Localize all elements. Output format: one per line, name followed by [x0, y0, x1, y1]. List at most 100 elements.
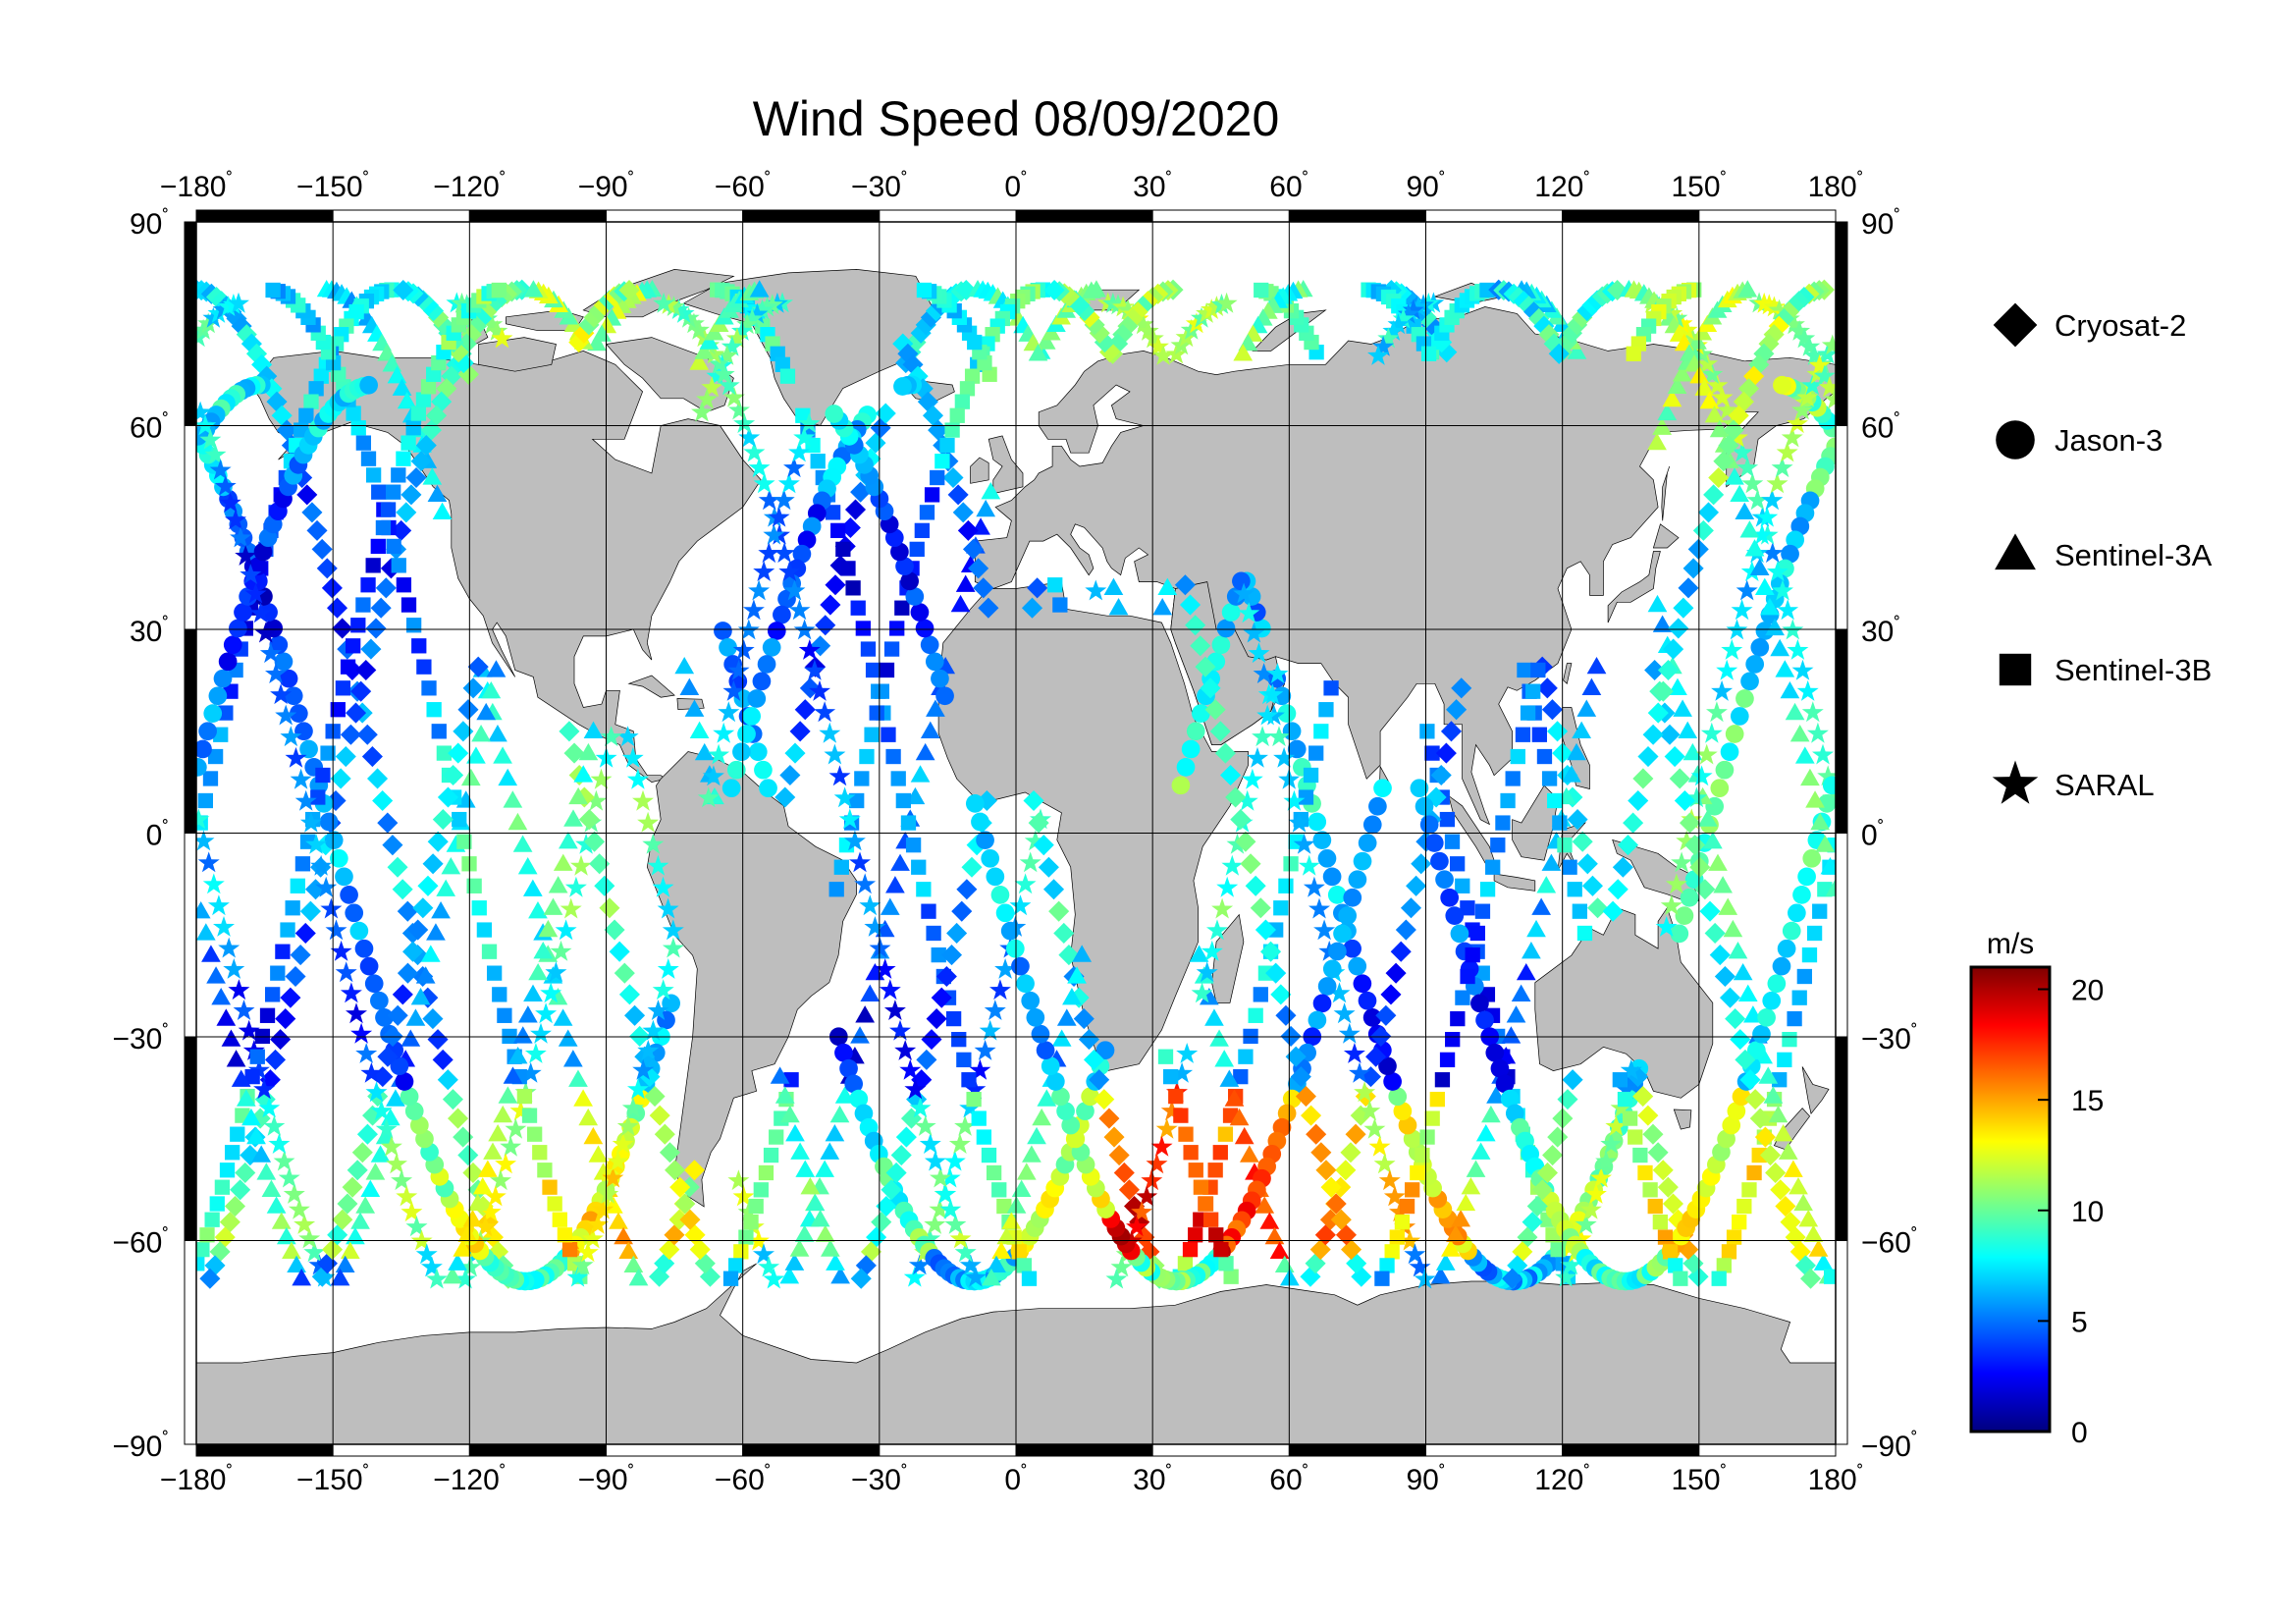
- track-point: [961, 856, 983, 878]
- track-point: [1188, 1227, 1203, 1243]
- track-point: [942, 466, 964, 489]
- track-point: [431, 391, 453, 412]
- track-point: [716, 345, 738, 365]
- track-point: [1490, 1058, 1510, 1078]
- track-point: [1048, 900, 1070, 922]
- track-point: [1676, 830, 1698, 851]
- track-point: [562, 1050, 583, 1067]
- track-point: [1675, 906, 1694, 925]
- track-point: [721, 335, 743, 356]
- track-point: [1823, 1269, 1836, 1284]
- track-point: [1741, 1182, 1757, 1198]
- track-point: [1732, 1215, 1747, 1230]
- track-point: [736, 313, 759, 335]
- map-frame: [184, 209, 1848, 1457]
- frame-segment-bottom: [606, 1443, 744, 1457]
- track-point: [1761, 489, 1784, 511]
- track-point: [794, 1224, 815, 1242]
- lat-tick-label-left: 30˚: [130, 615, 169, 648]
- lat-tick-label-right: −60˚: [1861, 1226, 1918, 1260]
- track-point: [1451, 677, 1472, 699]
- lat-tick-label-right: 0˚: [1861, 819, 1884, 852]
- track-point: [1233, 344, 1254, 361]
- track-point: [1174, 574, 1196, 596]
- track-point: [1083, 1049, 1105, 1070]
- track-point: [350, 420, 366, 436]
- track-point: [396, 1185, 418, 1207]
- track-point: [1525, 683, 1541, 699]
- track-point: [1415, 1147, 1430, 1163]
- track-point: [1061, 1115, 1081, 1135]
- track-point: [976, 499, 996, 517]
- track-point: [1758, 1066, 1779, 1084]
- track-point: [1434, 1072, 1451, 1088]
- track-point: [1287, 739, 1307, 759]
- track-point: [1037, 1089, 1057, 1107]
- track-point: [294, 856, 311, 872]
- track-point: [679, 677, 700, 695]
- track-point: [964, 1266, 987, 1287]
- track-point: [1792, 886, 1811, 904]
- track-point: [1730, 484, 1750, 503]
- track-point: [431, 900, 451, 919]
- land-tasmania: [1673, 1109, 1692, 1130]
- track-point: [1787, 1010, 1802, 1027]
- star-icon: [1992, 760, 2039, 804]
- track-point: [1628, 789, 1649, 812]
- track-point: [457, 1224, 478, 1242]
- track-point: [769, 1129, 784, 1145]
- track-point: [1105, 1268, 1128, 1289]
- track-point: [779, 368, 796, 384]
- track-point: [233, 1000, 255, 1020]
- track-point: [453, 721, 474, 742]
- track-point: [1343, 888, 1362, 907]
- track-point: [1021, 991, 1041, 1010]
- track-point: [679, 1209, 701, 1230]
- track-point: [370, 1100, 393, 1121]
- track-point: [1253, 987, 1268, 1002]
- track-point: [722, 1271, 739, 1286]
- track-point: [1343, 1043, 1365, 1063]
- track-point: [396, 577, 412, 593]
- track-point: [1236, 789, 1258, 811]
- track-point: [1755, 622, 1775, 640]
- track-point: [1277, 704, 1297, 724]
- track-point: [552, 1212, 567, 1227]
- track-point: [821, 1239, 840, 1257]
- track-point: [1647, 702, 1669, 724]
- track-point: [585, 789, 608, 811]
- track-point: [1615, 1078, 1637, 1100]
- track-point: [365, 558, 381, 573]
- track-point: [874, 958, 896, 979]
- track-point: [410, 451, 432, 472]
- track-point: [360, 577, 376, 593]
- track-point: [1673, 597, 1694, 619]
- lon-tick-label-top: 30˚: [1133, 170, 1172, 203]
- track-point: [1045, 1072, 1065, 1091]
- track-point: [599, 897, 620, 919]
- track-point: [563, 809, 583, 827]
- track-point: [689, 721, 710, 738]
- frame-segment-top: [1288, 209, 1427, 223]
- track-point: [467, 1193, 488, 1212]
- longitude-labels-top: −180˚ −150˚ −120˚ −90˚ −60˚ −30˚ 0˚ 30˚ 60˚ 90˚ 12…: [160, 170, 1863, 203]
- track-point: [1736, 457, 1759, 478]
- track-point: [588, 1145, 609, 1163]
- track-point: [561, 1241, 578, 1258]
- track-point: [1313, 919, 1336, 941]
- track-point: [476, 702, 497, 721]
- track-point: [1440, 888, 1460, 907]
- track-point: [392, 879, 413, 900]
- track-point: [1768, 298, 1790, 320]
- track-point: [1703, 484, 1725, 506]
- track-point: [1270, 984, 1292, 1005]
- track-point: [350, 1022, 373, 1044]
- track-point: [1808, 353, 1831, 375]
- track-point: [493, 1105, 513, 1123]
- track-point: [298, 1227, 321, 1249]
- track-point: [1072, 945, 1093, 962]
- track-point: [1148, 335, 1169, 356]
- track-point: [1806, 722, 1829, 743]
- track-point: [1745, 655, 1765, 674]
- frame-segment-top: [1698, 209, 1837, 223]
